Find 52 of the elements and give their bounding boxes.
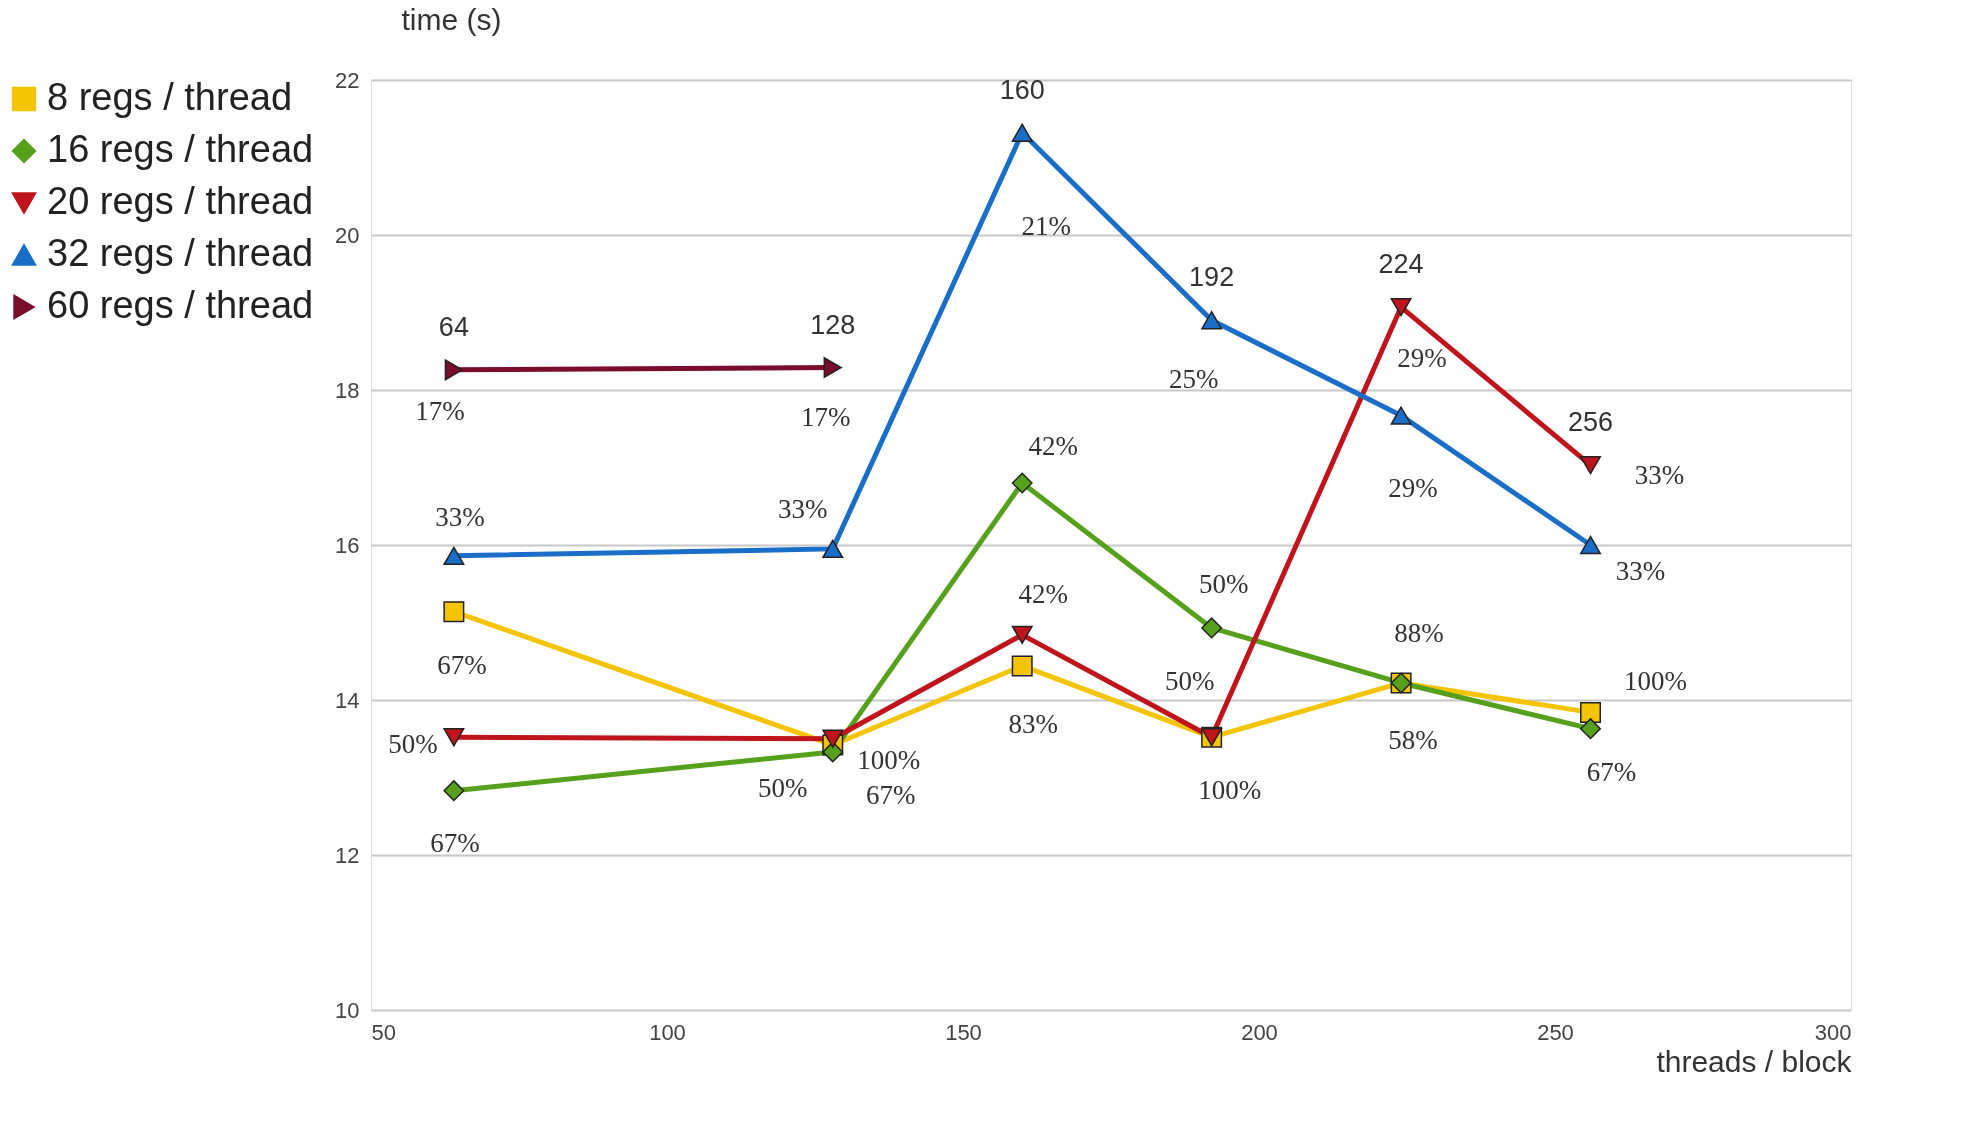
annotation: 64 bbox=[438, 311, 469, 342]
y-axis-title: time (s) bbox=[401, 2, 502, 36]
x-tick-label: 200 bbox=[1241, 1019, 1278, 1045]
x-tick-label: 100 bbox=[649, 1019, 686, 1045]
x-tick-label: 150 bbox=[945, 1019, 982, 1045]
annotation: 33% bbox=[778, 493, 828, 524]
annotation: 29% bbox=[1397, 343, 1447, 374]
annotation: 100% bbox=[1624, 666, 1688, 697]
annotation: 21% bbox=[1021, 210, 1071, 241]
annotation: 33% bbox=[1615, 556, 1666, 586]
annotation: 42% bbox=[1018, 578, 1068, 609]
annotation: 224 bbox=[1378, 249, 1424, 280]
annotation: 17% bbox=[415, 395, 465, 426]
annotation: 88% bbox=[1394, 617, 1444, 648]
y-tick-label: 22 bbox=[335, 67, 360, 93]
y-tick-label: 20 bbox=[335, 222, 360, 248]
x-tick-label: 50 bbox=[371, 1019, 396, 1045]
annotation: 192 bbox=[1189, 262, 1235, 293]
annotation: 50% bbox=[388, 729, 438, 760]
annotation: 67% bbox=[430, 827, 480, 858]
legend-label: 20 regs / thread bbox=[47, 180, 314, 222]
y-tick-label: 18 bbox=[335, 377, 360, 403]
annotation: 100% bbox=[1198, 775, 1262, 806]
annotation: 67% bbox=[866, 779, 916, 810]
annotation: 67% bbox=[437, 649, 487, 680]
annotation: 33% bbox=[1634, 460, 1685, 491]
annotation: 256 bbox=[1567, 407, 1614, 438]
annotation: 67% bbox=[1586, 756, 1637, 787]
y-tick-label: 12 bbox=[335, 842, 360, 868]
annotation: 17% bbox=[801, 401, 851, 432]
x-tick-label: 300 bbox=[1814, 1019, 1852, 1045]
annotation: 160 bbox=[999, 74, 1045, 105]
annotation: 58% bbox=[1388, 724, 1438, 755]
annotation: 42% bbox=[1028, 431, 1078, 461]
annotation: 100% bbox=[857, 744, 921, 775]
y-tick-label: 16 bbox=[335, 532, 360, 558]
annotation: 33% bbox=[435, 501, 485, 532]
annotation: 50% bbox=[758, 772, 808, 803]
annotation: 50% bbox=[1164, 666, 1215, 697]
legend-label: 16 regs / thread bbox=[47, 128, 314, 170]
x-axis-title: threads / block bbox=[1656, 1044, 1853, 1078]
x-tick-label: 250 bbox=[1537, 1019, 1574, 1045]
annotation: 83% bbox=[1008, 708, 1058, 739]
legend-label: 60 regs / thread bbox=[47, 284, 314, 326]
legend-label: 8 regs / thread bbox=[47, 76, 293, 118]
y-tick-label: 10 bbox=[335, 997, 360, 1023]
annotation: 29% bbox=[1388, 472, 1438, 503]
legend-label: 32 regs / thread bbox=[47, 232, 314, 274]
annotation: 128 bbox=[810, 309, 856, 340]
annotation: 50% bbox=[1198, 568, 1249, 599]
y-tick-label: 14 bbox=[335, 687, 360, 713]
annotation: 25% bbox=[1168, 364, 1219, 395]
